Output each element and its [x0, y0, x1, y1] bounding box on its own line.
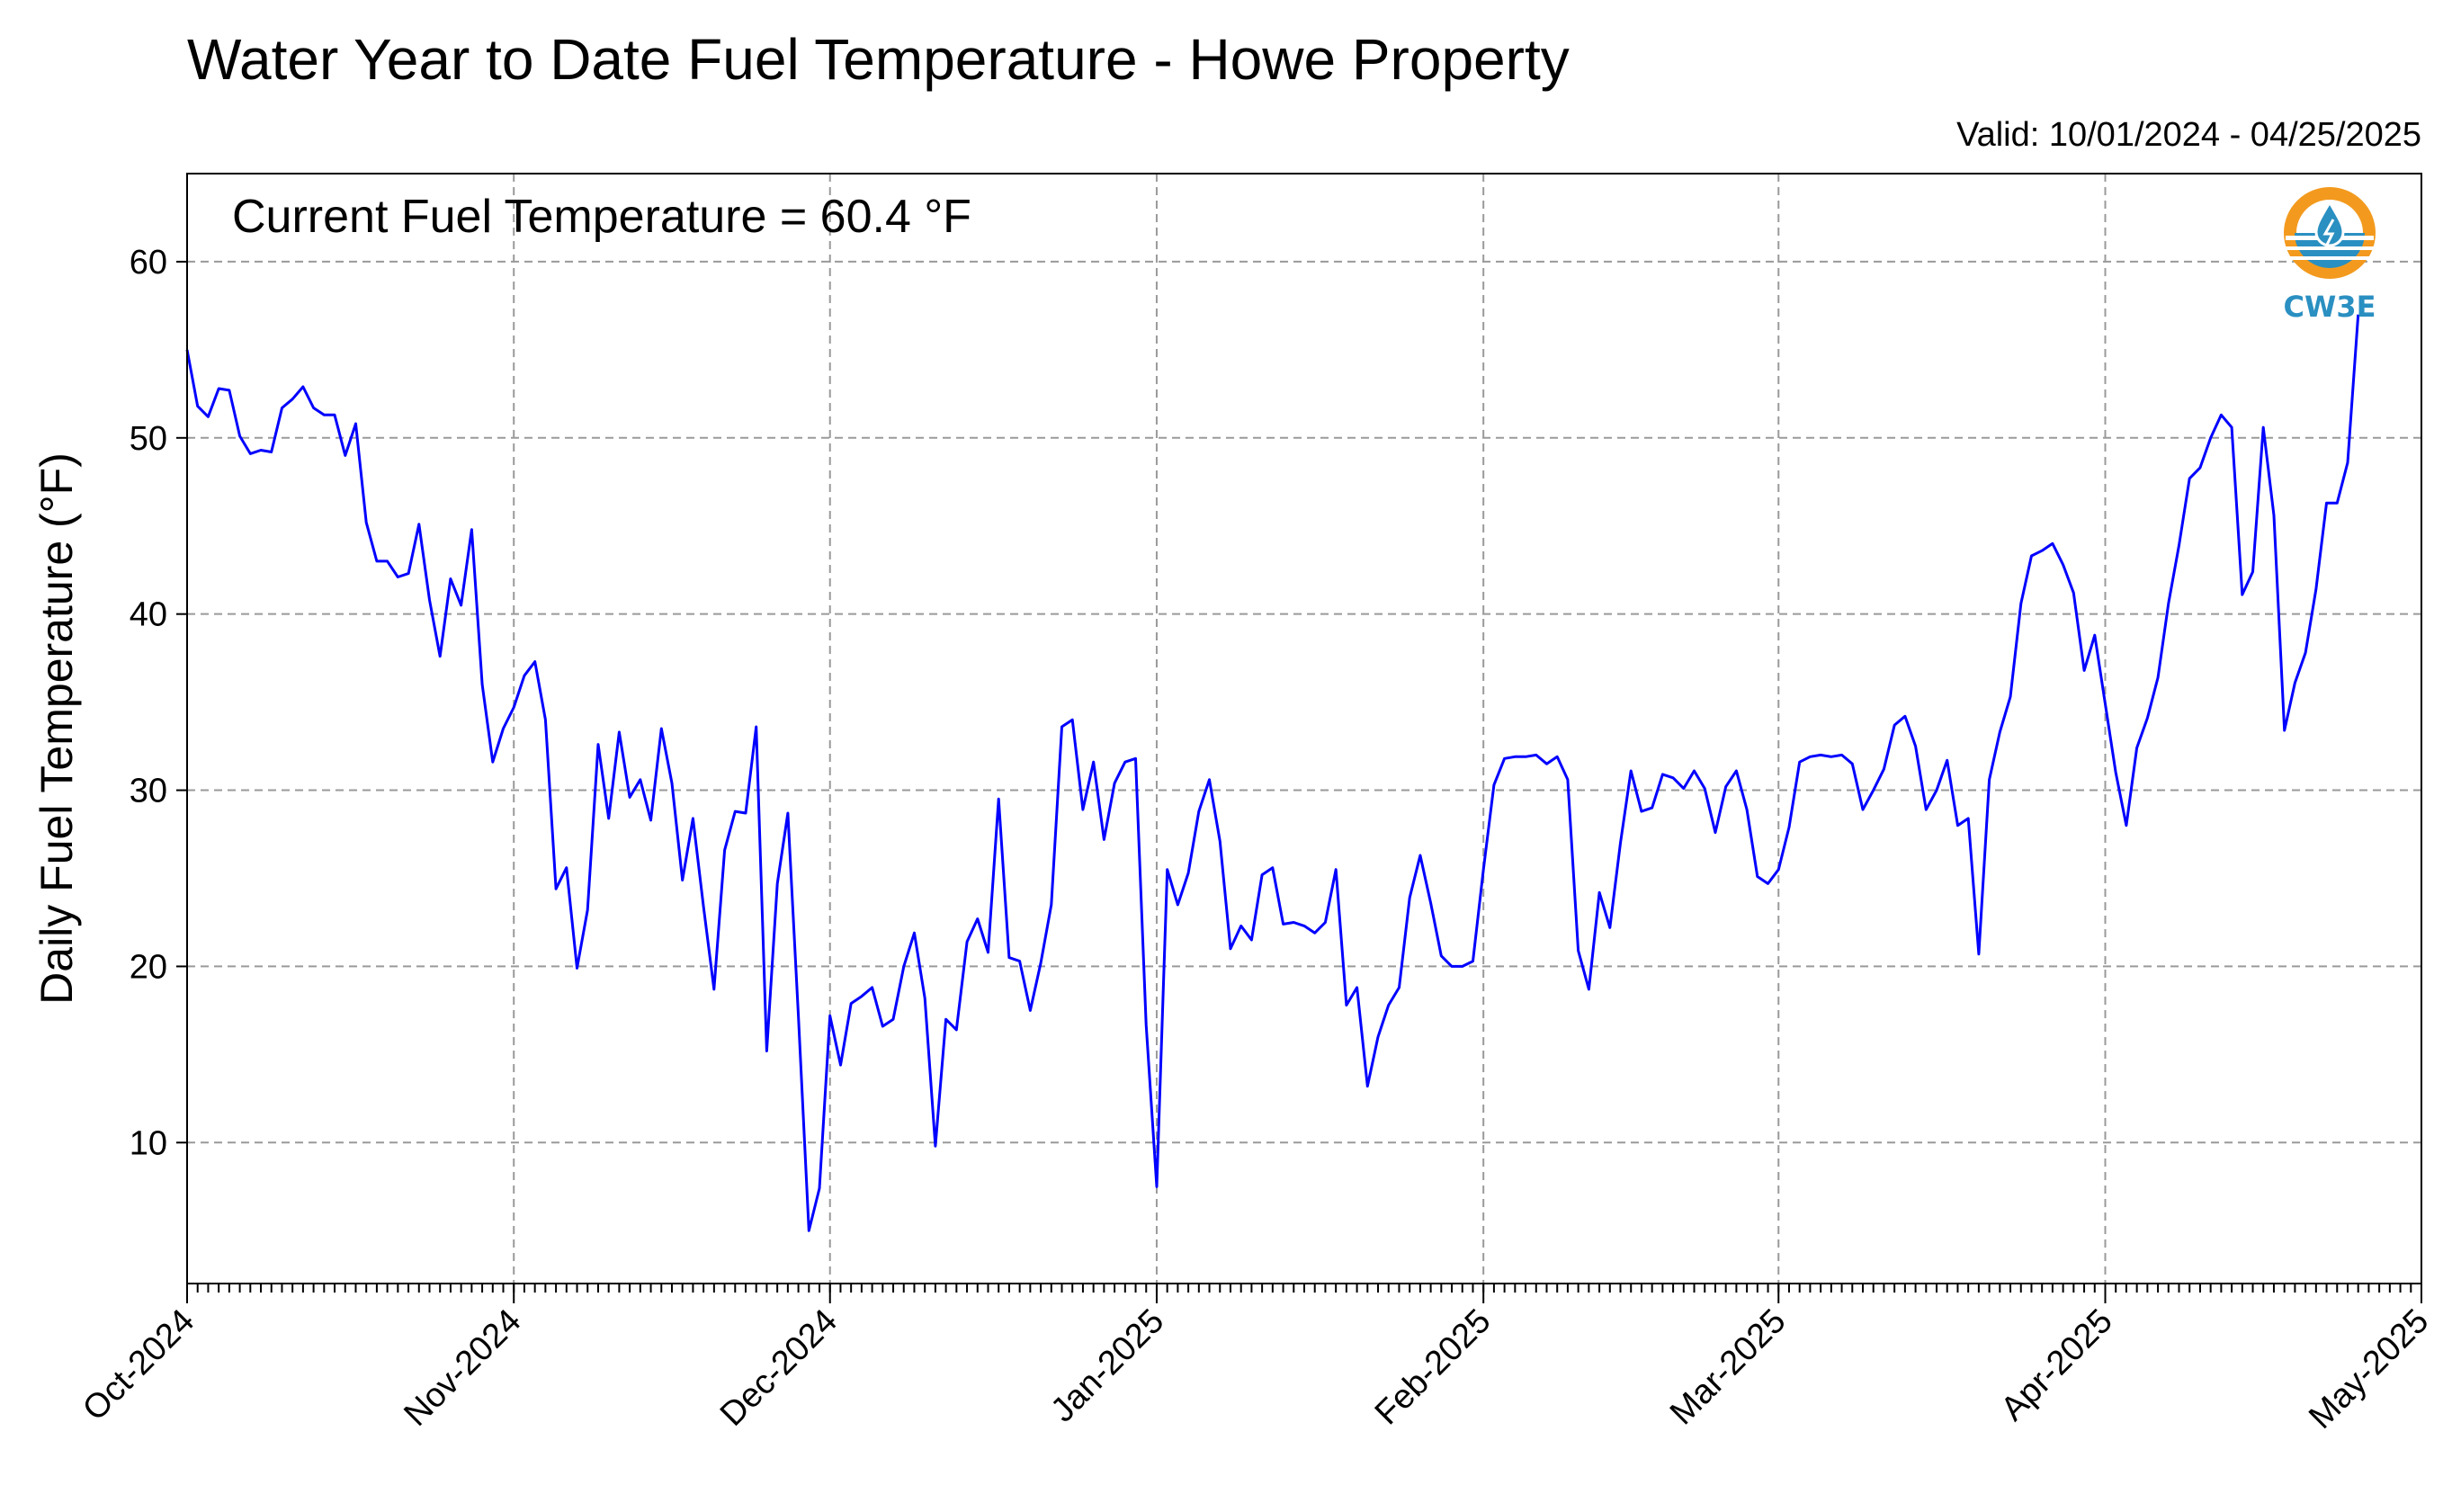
x-tick-label: Apr-2025: [1994, 1302, 2120, 1428]
y-tick-label: 20: [130, 948, 167, 986]
x-tick-label: Nov-2024: [397, 1302, 528, 1434]
y-tick-label: 10: [130, 1124, 167, 1162]
x-tick-label: Mar-2025: [1663, 1302, 1794, 1433]
plot-area-frame: [186, 173, 2422, 1284]
cw3e-logo: CW3E: [2284, 187, 2376, 324]
valid-date-range: Valid: 10/01/2024 - 04/25/2025: [1956, 116, 2421, 154]
axis-ticks: 10 20 30 40 50 60 Oct-2024 Nov-2024 Dec-2024 Jan-…: [76, 244, 2436, 1436]
x-tick-label: Oct-2024: [76, 1302, 201, 1428]
series-layer: [185, 314, 2360, 1232]
current-fuel-temperature: Current Fuel Temperature = 60.4 °F: [232, 191, 971, 243]
x-tick-label: Feb-2025: [1368, 1302, 1499, 1433]
y-tick-label: 30: [130, 773, 167, 810]
x-tick-label: Dec-2024: [713, 1302, 845, 1434]
x-tick-label: Jan-2025: [1044, 1302, 1172, 1430]
y-tick-label: 60: [130, 244, 167, 282]
y-tick-label: 40: [130, 596, 167, 634]
cw3e-logo-icon: [2284, 187, 2376, 279]
cw3e-logo-text: CW3E: [2284, 290, 2376, 324]
fuel-temperature-line: [185, 314, 2360, 1232]
grid-lines: [187, 174, 2421, 1284]
y-tick-label: 50: [130, 420, 167, 458]
y-axis-label: Daily Fuel Temperature (°F): [31, 452, 82, 1005]
chart-title: Water Year to Date Fuel Temperature - Ho…: [187, 27, 1570, 92]
x-tick-label: May-2025: [2302, 1302, 2436, 1436]
